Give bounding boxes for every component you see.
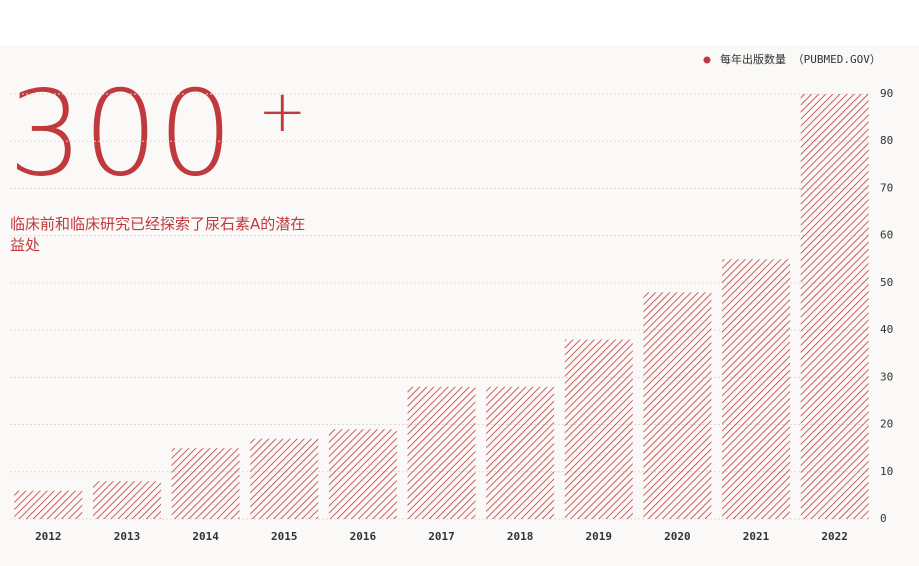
bar (250, 438, 319, 519)
x-tick-label: 2014 (192, 530, 219, 543)
bar (328, 429, 397, 519)
bar (407, 386, 476, 519)
y-tick-label: 90 (880, 87, 893, 100)
bar (643, 292, 712, 519)
description: 临床前和临床研究已经探索了尿石素A的潜在益处 (10, 215, 306, 254)
legend-swatch (703, 56, 711, 64)
bar (800, 94, 869, 519)
y-tick-label: 20 (880, 418, 893, 431)
y-tick-label: 10 (880, 465, 893, 478)
y-tick-label: 40 (880, 323, 893, 336)
x-tick-label: 2013 (114, 530, 141, 543)
y-tick-label: 50 (880, 276, 893, 289)
big-suffix: + (258, 77, 307, 145)
x-tick-label: 2018 (507, 530, 534, 543)
y-tick-label: 0 (880, 512, 887, 525)
y-tick-label: 70 (880, 181, 893, 194)
big-number: 300 (8, 64, 233, 202)
bar (722, 259, 791, 519)
legend-label: 每年出版数量 （PUBMED.GOV） (720, 52, 881, 66)
x-tick-label: 2021 (743, 530, 770, 543)
x-tick-label: 2020 (664, 530, 691, 543)
bar (564, 339, 633, 519)
bar (14, 490, 83, 519)
y-tick-label: 60 (880, 229, 893, 242)
bar (486, 386, 555, 519)
y-tick-label: 30 (880, 370, 893, 383)
x-tick-label: 2019 (586, 530, 613, 543)
x-tick-label: 2017 (428, 530, 455, 543)
x-tick-label: 2022 (821, 530, 848, 543)
x-tick-label: 2012 (35, 530, 62, 543)
x-tick-label: 2016 (350, 530, 377, 543)
bar (171, 448, 240, 519)
y-tick-label: 80 (880, 134, 893, 147)
x-tick-label: 2015 (271, 530, 298, 543)
bar (92, 481, 161, 519)
